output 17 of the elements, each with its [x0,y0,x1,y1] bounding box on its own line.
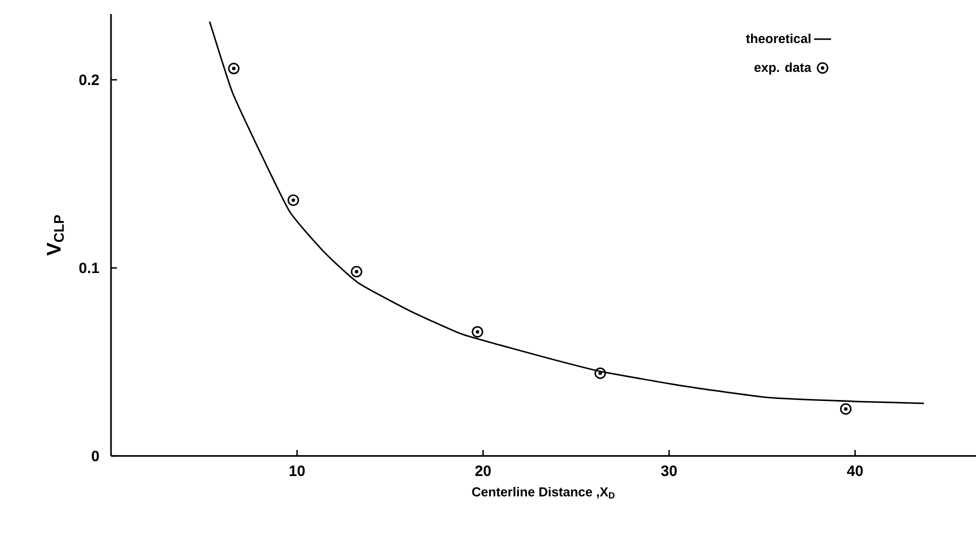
y-tick-label: 0.2 [79,74,99,86]
y-tick-label: 0.1 [79,262,100,274]
x-tick-label: 30 [661,466,677,476]
y-axis-title: V$_{CLP}$ [46,215,64,256]
point [288,194,300,206]
point [350,266,362,278]
point [840,403,852,415]
legend-label: theoretical [746,34,810,44]
point [228,62,240,74]
x-tick-label: 10 [290,466,305,476]
x-tick-label: 40 [847,466,863,476]
point [594,367,606,379]
x-tick-label: 20 [475,466,491,476]
point [472,326,484,338]
x-axis-title: Centerline Distance ,X$_{D}$ [472,486,615,498]
legend-label: exp. data [754,62,812,75]
y-tick-label: 0 [92,450,99,462]
